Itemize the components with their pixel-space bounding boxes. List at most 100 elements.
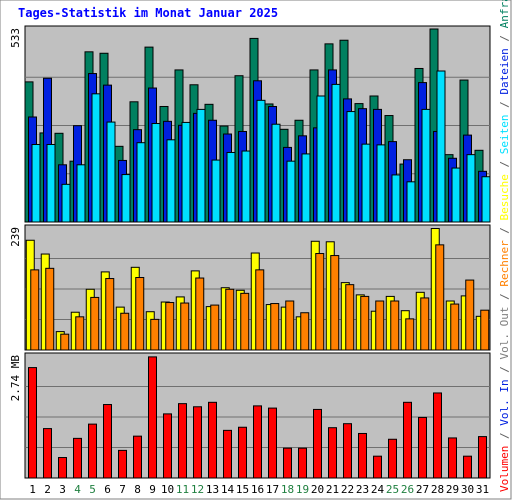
day-label-30: 30 [461, 483, 474, 496]
panels-layer: 533 239 2.74 MB [9, 25, 491, 479]
legend-separator: / [498, 95, 511, 115]
legend-item-vol-out: Vol. Out [498, 307, 511, 360]
legend-item-seiten: Seiten [498, 114, 511, 154]
bar-rechner-day-6 [105, 278, 115, 351]
day-label-29: 29 [446, 483, 459, 496]
day-label-4: 4 [74, 483, 81, 496]
bar-rechner-day-16 [255, 269, 265, 351]
legend-item-besuche: Besuche [498, 174, 511, 220]
legend-separator: / [498, 287, 511, 307]
day-label-23: 23 [356, 483, 369, 496]
panel-requests: 533 [9, 25, 491, 223]
bar-volumen-day-10 [163, 413, 172, 479]
legend: Volumen / Vol. In / Vol. Out / Rechner /… [498, 0, 511, 492]
bar-volumen-day-22 [343, 423, 352, 479]
bar-rechner-day-27 [420, 297, 430, 351]
bar-volumen-day-26 [403, 401, 412, 479]
bar-volumen-day-27 [418, 416, 427, 479]
bar-seiten-day-3 [61, 183, 71, 223]
bar-seiten-day-19 [301, 153, 311, 223]
bar-volumen-day-4 [73, 437, 82, 479]
bar-rechner-day-31 [480, 309, 490, 351]
bar-volumen-day-12 [193, 406, 202, 479]
bar-seiten-day-30 [466, 154, 476, 223]
bar-rechner-day-18 [285, 300, 295, 351]
bar-rechner-day-8 [135, 277, 145, 351]
bar-seiten-day-15 [241, 150, 251, 223]
bar-volumen-day-20 [313, 408, 322, 479]
legend-separator: / [498, 360, 511, 380]
bar-seiten-day-24 [376, 144, 386, 223]
bar-rechner-day-11 [180, 302, 190, 351]
day-label-1: 1 [29, 483, 36, 496]
bar-seiten-day-26 [406, 181, 416, 223]
day-label-7: 7 [119, 483, 126, 496]
bar-volumen-day-2 [43, 428, 52, 479]
bar-volumen-day-18 [283, 447, 292, 479]
day-label-22: 22 [341, 483, 354, 496]
bar-seiten-day-9 [151, 123, 161, 223]
bar-rechner-day-17 [270, 303, 280, 351]
bar-volumen-day-19 [298, 447, 307, 479]
bar-volumen-day-16 [253, 405, 262, 479]
day-label-31: 31 [476, 483, 489, 496]
bar-volumen-day-8 [133, 435, 142, 479]
panel-volume-ymax-label: 2.74 MB [9, 355, 22, 402]
bar-rechner-day-3 [60, 333, 70, 351]
bar-seiten-day-7 [121, 174, 131, 223]
bar-rechner-day-29 [450, 303, 460, 351]
bar-rechner-day-30 [465, 279, 475, 351]
chart-title: Tages-Statistik im Monat Januar 2025 [18, 6, 278, 20]
day-label-13: 13 [206, 483, 219, 496]
bar-rechner-day-9 [150, 318, 160, 351]
day-label-6: 6 [104, 483, 111, 496]
bar-volumen-day-28 [433, 392, 442, 479]
bar-rechner-day-21 [330, 255, 340, 351]
bar-volumen-day-7 [118, 449, 127, 479]
bar-rechner-day-26 [405, 318, 415, 351]
bar-rechner-day-22 [345, 284, 355, 351]
day-label-26: 26 [401, 483, 414, 496]
bar-volumen-day-23 [358, 432, 367, 479]
bar-rechner-day-1 [30, 269, 40, 351]
bar-seiten-day-21 [331, 83, 341, 223]
bar-rechner-day-20 [315, 253, 325, 351]
legend-item-dateien: Dateien [498, 48, 511, 94]
bar-rechner-day-13 [210, 304, 220, 351]
bar-seiten-day-23 [361, 143, 371, 223]
panel-requests-ymax-label: 533 [9, 28, 22, 48]
bar-rechner-day-7 [120, 312, 130, 351]
bar-seiten-day-18 [286, 160, 296, 223]
legend-separator: / [498, 426, 511, 446]
day-label-16: 16 [251, 483, 264, 496]
bar-volumen-day-25 [388, 438, 397, 479]
day-label-12: 12 [191, 483, 204, 496]
bar-seiten-day-8 [136, 142, 146, 223]
bar-seiten-day-31 [481, 176, 491, 223]
legend-text: Volumen / Vol. In / Vol. Out / Rechner /… [498, 0, 511, 492]
bar-seiten-day-27 [421, 108, 431, 223]
bar-volumen-day-13 [208, 401, 217, 479]
bar-volumen-day-31 [478, 436, 487, 479]
bar-seiten-day-11 [181, 121, 191, 223]
bar-seiten-day-13 [211, 159, 221, 223]
bar-volumen-day-15 [238, 426, 247, 479]
bar-seiten-day-10 [166, 139, 176, 223]
legend-item-volumen: Volumen [498, 446, 511, 492]
bar-seiten-day-14 [226, 151, 236, 223]
bar-seiten-day-4 [76, 164, 86, 223]
day-label-9: 9 [149, 483, 156, 496]
bar-seiten-day-12 [196, 108, 206, 223]
bar-seiten-day-25 [391, 174, 401, 223]
bar-seiten-day-16 [256, 99, 266, 223]
day-label-11: 11 [176, 483, 189, 496]
day-label-17: 17 [266, 483, 279, 496]
panel-visits: 239 [9, 224, 491, 351]
bar-seiten-day-29 [451, 167, 461, 223]
bar-volumen-day-3 [58, 457, 67, 479]
bar-rechner-day-19 [300, 312, 310, 351]
bar-volumen-day-1 [28, 367, 37, 479]
legend-separator: / [498, 154, 511, 174]
